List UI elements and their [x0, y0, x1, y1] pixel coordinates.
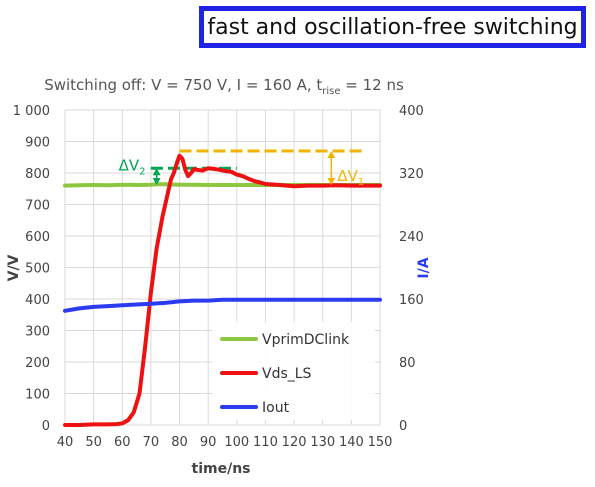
- x-tick-label: 140: [339, 435, 364, 450]
- x-tick-label: 50: [85, 435, 102, 450]
- legend-entry: Vds_LS: [262, 366, 312, 382]
- y-right-tick-label: 240: [399, 230, 424, 245]
- y-left-tick-label: 200: [25, 356, 50, 371]
- legend-entry: Iout: [262, 400, 290, 416]
- right-axis-ticks: 0 80 160 240 320 400: [399, 104, 424, 434]
- y-left-axis-label: V/V: [6, 254, 22, 281]
- x-axis-label: time/ns: [192, 461, 251, 477]
- chart-title-main: Switching off: V = 750 V, I = 160 A, t: [44, 76, 322, 94]
- y-right-tick-label: 320: [399, 167, 424, 182]
- y-left-tick-label: 100: [25, 388, 50, 403]
- x-tick-label: 110: [253, 435, 278, 450]
- legend: VprimDClink Vds_LS Iout: [212, 322, 375, 420]
- y-right-tick-label: 0: [399, 419, 407, 434]
- y-right-tick-label: 400: [399, 104, 424, 119]
- headline-text: fast and oscillation-free switching: [204, 11, 581, 43]
- y-left-tick-label: 800: [25, 167, 50, 182]
- x-axis-ticks: 40 50 60 70 80 90 100 110 120 130 140 150: [57, 435, 393, 450]
- chart-title-tail: = 12 ns: [341, 76, 404, 94]
- legend-entry: VprimDClink: [262, 332, 350, 348]
- annotations-labels: ΔV1 ΔV2: [119, 150, 364, 188]
- y-left-tick-label: 700: [25, 199, 50, 214]
- x-tick-label: 60: [114, 435, 131, 450]
- x-tick-label: 150: [368, 435, 393, 450]
- chart-title: Switching off: V = 750 V, I = 160 A, tri…: [44, 76, 404, 97]
- delta-v1-arrowhead-top: [327, 150, 336, 158]
- y-left-tick-label: 600: [25, 230, 50, 245]
- delta-v1-arrowhead-bottom: [327, 177, 336, 185]
- y-left-tick-label: 400: [25, 293, 50, 308]
- y-right-tick-label: 160: [399, 293, 424, 308]
- series-line-iout: [63, 297, 382, 313]
- delta-v2-arrowhead-bottom: [152, 177, 161, 185]
- y-right-axis-label: I/A: [416, 257, 432, 278]
- series-lines: [63, 153, 382, 427]
- delta-v2-arrowhead-top: [152, 168, 161, 176]
- x-tick-label: 40: [57, 435, 74, 450]
- delta-v2-label: ΔV2: [119, 157, 146, 178]
- y-left-tick-label: 900: [25, 136, 50, 151]
- x-tick-label: 70: [143, 435, 160, 450]
- y-left-tick-label: 0: [42, 419, 50, 434]
- x-tick-label: 130: [310, 435, 335, 450]
- x-tick-label: 120: [282, 435, 307, 450]
- headline-banner: fast and oscillation-free switching: [199, 6, 586, 48]
- x-tick-label: 80: [171, 435, 188, 450]
- x-tick-label: 100: [224, 435, 249, 450]
- left-axis-ticks: 0 100 200 300 400 500 600 700 800 900 1 000: [13, 104, 50, 434]
- delta-v1-label: ΔV1: [337, 167, 364, 188]
- y-left-tick-label: 1 000: [13, 104, 50, 119]
- series-line-vds-ls: [63, 153, 382, 427]
- y-left-tick-label: 500: [25, 262, 50, 277]
- y-right-tick-label: 80: [399, 356, 416, 371]
- y-left-tick-label: 300: [25, 325, 50, 340]
- chart-title-sub: rise: [322, 86, 340, 97]
- x-tick-label: 90: [200, 435, 217, 450]
